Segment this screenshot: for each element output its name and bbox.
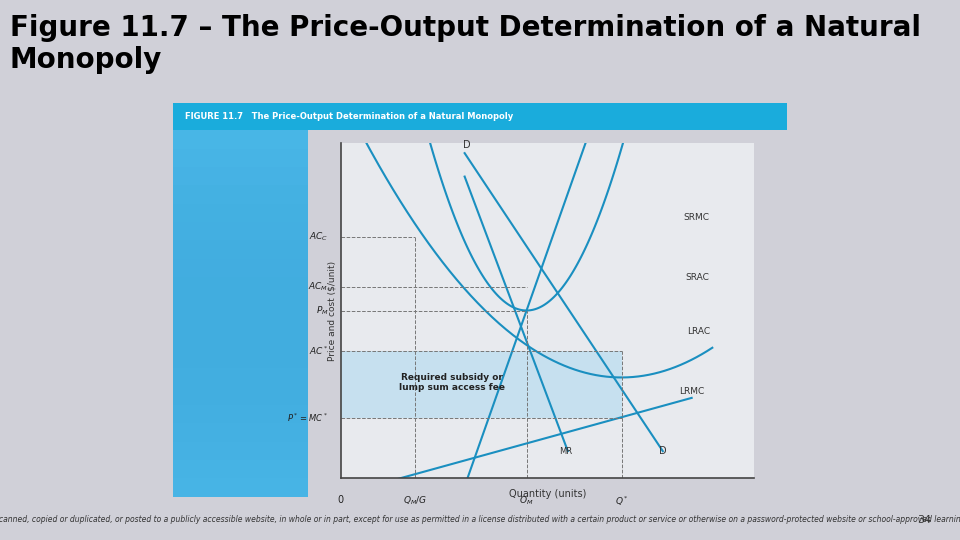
Y-axis label: Price and cost ($/unit): Price and cost ($/unit) <box>327 260 337 361</box>
Text: © 2017 Cengage Learning® May not be scanned, copied or duplicated, or posted to : © 2017 Cengage Learning® May not be scan… <box>0 515 960 524</box>
Bar <box>173 148 308 167</box>
Bar <box>173 423 308 442</box>
Text: LRMC: LRMC <box>680 387 705 396</box>
Bar <box>341 350 621 417</box>
Text: Required subsidy or
lump sum access fee: Required subsidy or lump sum access fee <box>399 373 505 392</box>
Bar <box>173 405 308 423</box>
Bar <box>173 460 308 478</box>
Text: MR: MR <box>560 448 572 456</box>
X-axis label: Quantity (units): Quantity (units) <box>509 489 586 499</box>
Text: LRAC: LRAC <box>687 327 710 336</box>
Bar <box>173 130 308 497</box>
Bar <box>173 314 308 332</box>
Text: SRMC: SRMC <box>684 213 709 222</box>
Bar <box>173 130 308 148</box>
Text: $P^*=MC^*$: $P^*=MC^*$ <box>287 411 328 424</box>
Bar <box>173 332 308 350</box>
Bar <box>173 277 308 295</box>
Bar <box>173 350 308 368</box>
Bar <box>173 368 308 387</box>
Text: $P_M$: $P_M$ <box>316 304 328 317</box>
Bar <box>173 222 308 240</box>
Text: $AC_M$: $AC_M$ <box>308 281 328 293</box>
Text: $AC^*$: $AC^*$ <box>308 345 328 357</box>
Bar <box>173 240 308 259</box>
Text: $Q^*$: $Q^*$ <box>614 495 629 508</box>
Bar <box>173 103 787 130</box>
Text: SRAC: SRAC <box>685 273 709 282</box>
Text: $Q_M/G$: $Q_M/G$ <box>403 495 427 507</box>
Bar <box>173 185 308 204</box>
Bar <box>173 442 308 460</box>
Bar <box>173 204 308 222</box>
Bar <box>173 295 308 314</box>
Bar <box>173 387 308 405</box>
Text: 0: 0 <box>338 495 344 505</box>
Text: D: D <box>659 447 666 456</box>
Bar <box>173 478 308 497</box>
Text: D: D <box>463 140 470 150</box>
Text: $AC_C$: $AC_C$ <box>309 231 328 243</box>
Text: Figure 11.7 – The Price-Output Determination of a Natural Monopoly: Figure 11.7 – The Price-Output Determina… <box>10 14 921 74</box>
Bar <box>173 167 308 185</box>
Bar <box>173 259 308 277</box>
Text: FIGURE 11.7   The Price-Output Determination of a Natural Monopoly: FIGURE 11.7 The Price-Output Determinati… <box>185 112 514 121</box>
Text: $O_M$: $O_M$ <box>519 495 534 507</box>
Text: 34: 34 <box>917 515 931 525</box>
